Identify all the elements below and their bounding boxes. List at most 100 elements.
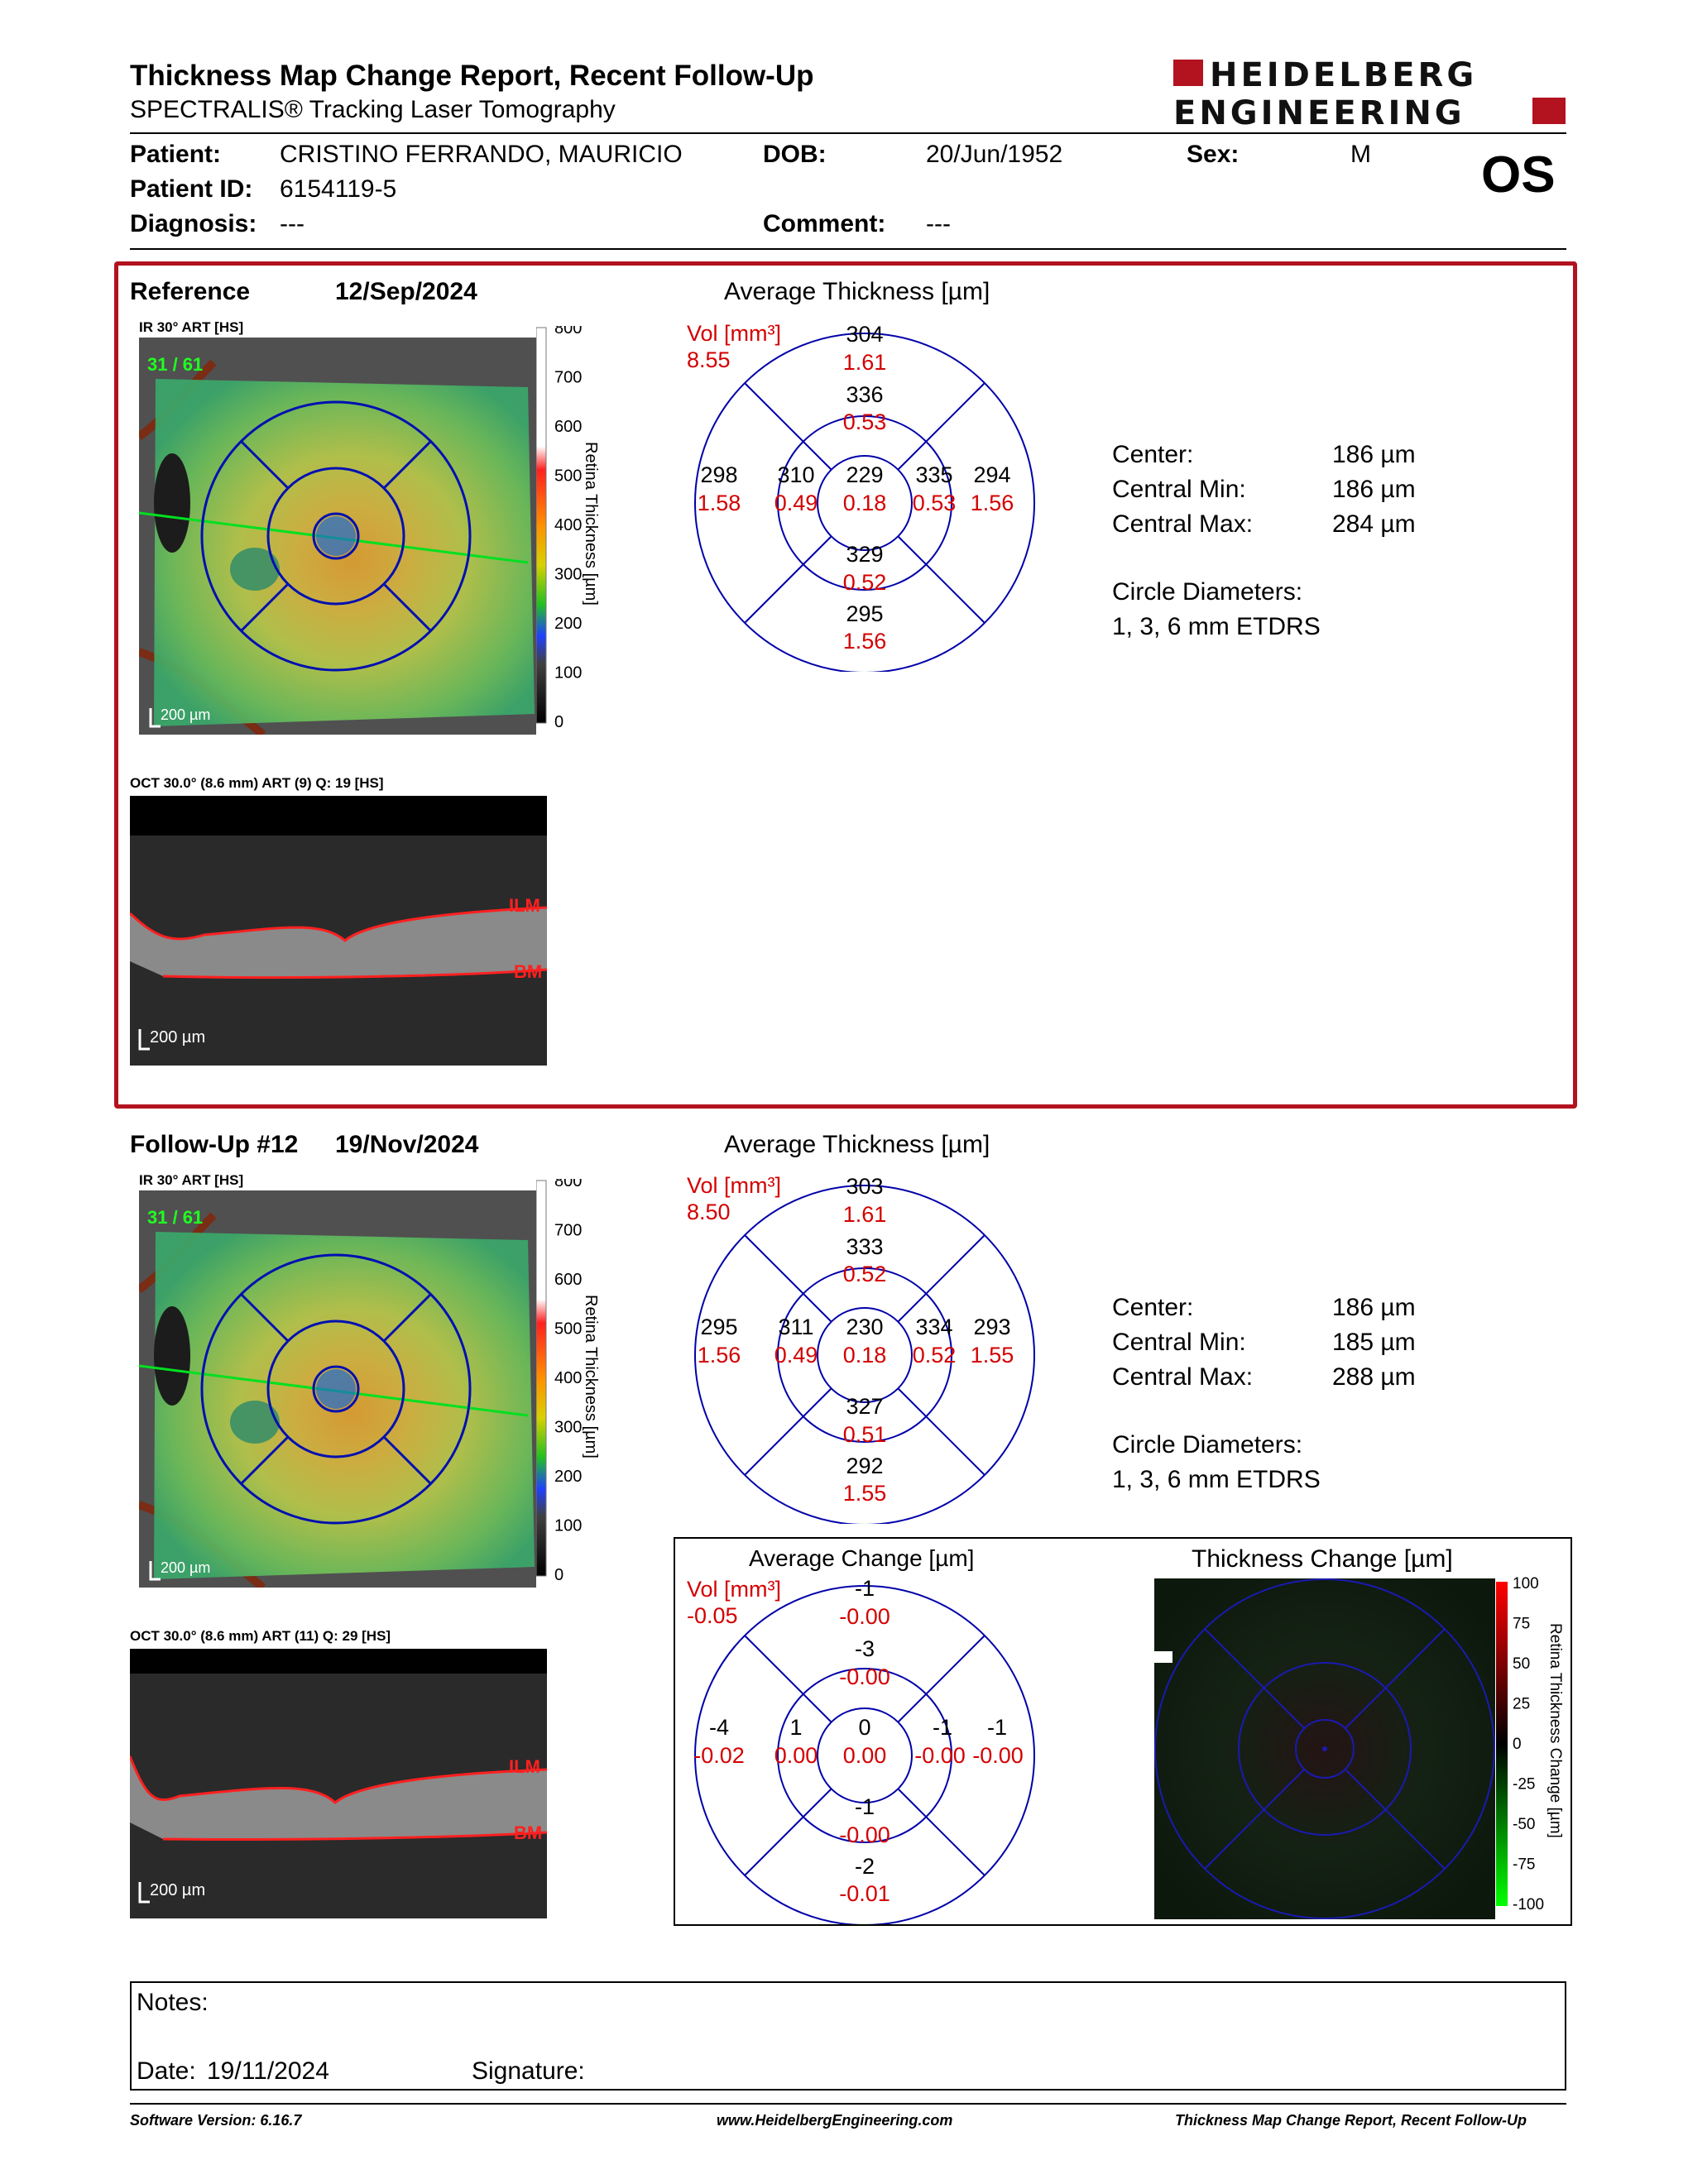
followup-colorbar-tick: 100 [554, 1517, 582, 1535]
fu-outer-sup-t: 303 [846, 1176, 883, 1199]
report-subtitle: SPECTRALIS® Tracking Laser Tomography [130, 96, 616, 123]
fu-inner-temp-t: 334 [915, 1315, 952, 1339]
reference-oct-scan: ILM BM 200 µm [130, 796, 547, 1066]
ref-inner-inf-t: 329 [846, 542, 883, 567]
reference-colorbar-tick: 400 [554, 516, 582, 534]
fu-min-value: 185 µm [1332, 1329, 1416, 1356]
reference-colorbar-tick: 700 [554, 369, 582, 387]
change-colorbar-title: Retina Thickness Change [µm] [1547, 1623, 1564, 1838]
fu-center-value: 186 µm [1332, 1294, 1416, 1321]
fu-circ-value: 1, 3, 6 mm ETDRS [1112, 1466, 1321, 1493]
report-title: Thickness Map Change Report, Recent Foll… [130, 60, 814, 92]
change-colorbar-tick: -25 [1513, 1776, 1535, 1794]
change-avg-title: Average Change [µm] [749, 1545, 975, 1571]
ref-inner-inf-v: 0.52 [843, 570, 887, 595]
change-colorbar-tick: 50 [1513, 1655, 1530, 1673]
thickness-change-map [1154, 1578, 1495, 1919]
dob-value: 20/Jun/1952 [926, 141, 1063, 168]
ref-outer-sup-t: 304 [846, 324, 883, 347]
reference-date: 12/Sep/2024 [335, 278, 477, 305]
reference-colorbar-tick: 300 [554, 566, 582, 584]
notes-box [130, 1981, 1566, 2091]
change-colorbar-tick: 100 [1513, 1577, 1539, 1592]
reference-thickness-map: 31 / 61 200 µm [139, 338, 536, 735]
fu-inner-inf-v: 0.51 [843, 1422, 887, 1447]
svg-text:HEIDELBERG: HEIDELBERG [1210, 56, 1477, 94]
change-colorbar-tick: 75 [1513, 1616, 1530, 1633]
reference-etdrs-svg: Vol [mm³] 8.55 304 1.61 336 0.53 298 1.5… [687, 321, 1035, 673]
change-colorbar: 100 75 50 25 0 -25 -50 -75 -100 Retina Thickness… [1496, 1575, 1571, 1924]
followup-colorbar-tick: 500 [554, 1320, 582, 1339]
followup-title: Follow-Up #12 [130, 1131, 299, 1158]
chg-inner-temp-v: -0.00 [914, 1743, 966, 1768]
svg-text:ENGINEERING: ENGINEERING [1173, 94, 1465, 131]
fu-inner-temp-v: 0.52 [913, 1343, 957, 1367]
reference-vol-total: 8.55 [687, 347, 731, 372]
fu-inner-inf-t: 327 [846, 1394, 883, 1419]
reference-colorbar-tick: 600 [554, 418, 582, 436]
fu-inner-nas-t: 311 [778, 1315, 813, 1339]
change-map-title: Thickness Change [µm] [1192, 1545, 1453, 1573]
chg-outer-nas-v: -0.02 [693, 1743, 745, 1768]
followup-vol-label: Vol [mm³] [687, 1176, 781, 1198]
followup-ir-label: IR 30° ART [HS] [139, 1172, 244, 1188]
ref-outer-sup-v: 1.61 [843, 350, 887, 375]
change-colorbar-tick: -50 [1513, 1816, 1535, 1833]
ref-outer-inf-t: 295 [846, 601, 883, 626]
ref-max-value: 284 µm [1332, 510, 1416, 538]
chg-inner-nas-v: 0.00 [774, 1743, 818, 1768]
fu-outer-sup-v: 1.61 [843, 1202, 887, 1227]
followup-colorbar-tick: 700 [554, 1222, 582, 1240]
followup-colorbar-tick: 300 [554, 1419, 582, 1437]
fu-center-label: Center: [1112, 1294, 1194, 1321]
reference-colorbar-tick: 200 [554, 615, 582, 633]
fu-outer-nas-v: 1.56 [698, 1343, 741, 1367]
followup-scale-label: 200 µm [161, 1559, 210, 1576]
ref-inner-nas-t: 310 [777, 462, 814, 487]
ref-min-label: Central Min: [1112, 476, 1246, 503]
followup-oct-scale: 200 µm [150, 1881, 205, 1899]
fu-center-v: 0.18 [843, 1343, 887, 1367]
fu-outer-temp-v: 1.55 [971, 1343, 1014, 1367]
ref-circ-value: 1, 3, 6 mm ETDRS [1112, 613, 1321, 640]
reference-colorbar-tick: 100 [554, 664, 582, 682]
ref-center-value: 186 µm [1332, 441, 1416, 468]
reference-etdrs-grid: Vol [mm³] 8.55 304 1.61 336 0.53 298 1.5… [679, 321, 1059, 673]
reference-colorbar-tick: 500 [554, 467, 582, 486]
followup-ir-counter: 31 / 61 [147, 1207, 203, 1228]
followup-colorbar-title: Retina Thickness [µm] [582, 1295, 600, 1458]
chg-outer-temp-v: -0.00 [972, 1743, 1024, 1768]
patient-name: CRISTINO FERRANDO, MAURICIO [280, 141, 683, 168]
sex-value: M [1350, 141, 1371, 168]
fu-inner-nas-v: 0.49 [774, 1343, 818, 1367]
fu-circ-label: Circle Diameters: [1112, 1431, 1303, 1458]
followup-oct-label: OCT 30.0° (8.6 mm) ART (11) Q: 29 [HS] [130, 1628, 391, 1644]
eye-label: OS [1481, 146, 1556, 204]
reference-colorbar-tick: 0 [554, 713, 563, 731]
change-etdrs-grid: Vol [mm³] -0.05 -1 -0.00 -3 -0.00 -4 -0.… [679, 1576, 1059, 1926]
followup-oct-bm: BM [514, 1822, 542, 1843]
chg-outer-nas-t: -4 [709, 1715, 729, 1740]
change-colorbar-tick: -100 [1513, 1896, 1544, 1913]
patient-rule [130, 248, 1566, 250]
ref-min-value: 186 µm [1332, 476, 1416, 503]
fu-outer-temp-t: 293 [973, 1315, 1010, 1339]
header-rule [130, 132, 1566, 134]
signature-label: Signature: [472, 2057, 585, 2085]
fu-outer-nas-t: 295 [700, 1315, 737, 1339]
notes-label: Notes: [137, 1989, 209, 2016]
ref-inner-sup-v: 0.53 [843, 410, 887, 434]
company-logo: HEIDELBERG ENGINEERING [1173, 55, 1566, 132]
ref-max-label: Central Max: [1112, 510, 1254, 538]
reference-colorbar: 800 700 600 500 400 300 200 100 0 Retina Thickne… [535, 319, 644, 731]
comment-label: Comment: [763, 210, 886, 237]
followup-colorbar-tick: 600 [554, 1271, 582, 1289]
reference-oct-ilm: ILM [509, 895, 540, 916]
followup-oct-ilm: ILM [509, 1756, 540, 1777]
footer-url[interactable]: www.HeidelbergEngineering.com [717, 2112, 953, 2129]
comment-value: --- [926, 210, 951, 237]
fu-max-value: 288 µm [1332, 1363, 1416, 1391]
change-colorbar-tick: -75 [1513, 1856, 1535, 1874]
chg-inner-temp-t: -1 [933, 1715, 952, 1740]
fu-min-label: Central Min: [1112, 1329, 1246, 1356]
